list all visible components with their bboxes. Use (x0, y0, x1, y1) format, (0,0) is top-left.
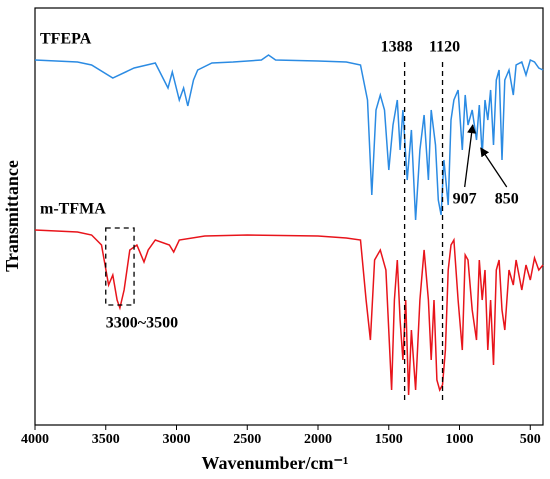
x-tick-label: 3000 (163, 432, 191, 447)
region-box (105, 227, 135, 306)
peak-label: 850 (495, 191, 519, 208)
series-label: TFEPA (40, 31, 92, 48)
arrow (480, 147, 508, 188)
x-tick-label: 4000 (21, 432, 49, 447)
plot-frame (34, 7, 544, 426)
region-label: 3300~3500 (106, 315, 178, 332)
peak-label: 1388 (381, 39, 413, 56)
spectrum-line (34, 54, 544, 221)
x-tick-label: 2000 (304, 432, 332, 447)
x-axis-label: Wavenumber/cm⁻¹ (202, 453, 349, 473)
x-tick-label: 2500 (233, 432, 261, 447)
series-label: m-TFMA (40, 201, 106, 218)
peak-label: 1120 (429, 39, 460, 56)
x-tick-label: 500 (520, 432, 541, 447)
x-tick-label: 3500 (92, 432, 120, 447)
x-tick-label: 1500 (375, 432, 403, 447)
spectrum-line (34, 229, 544, 396)
y-axis-label: Transmittance (2, 160, 22, 272)
x-tick-label: 1000 (446, 432, 474, 447)
peak-label: 907 (453, 191, 477, 208)
arrow (464, 124, 477, 188)
